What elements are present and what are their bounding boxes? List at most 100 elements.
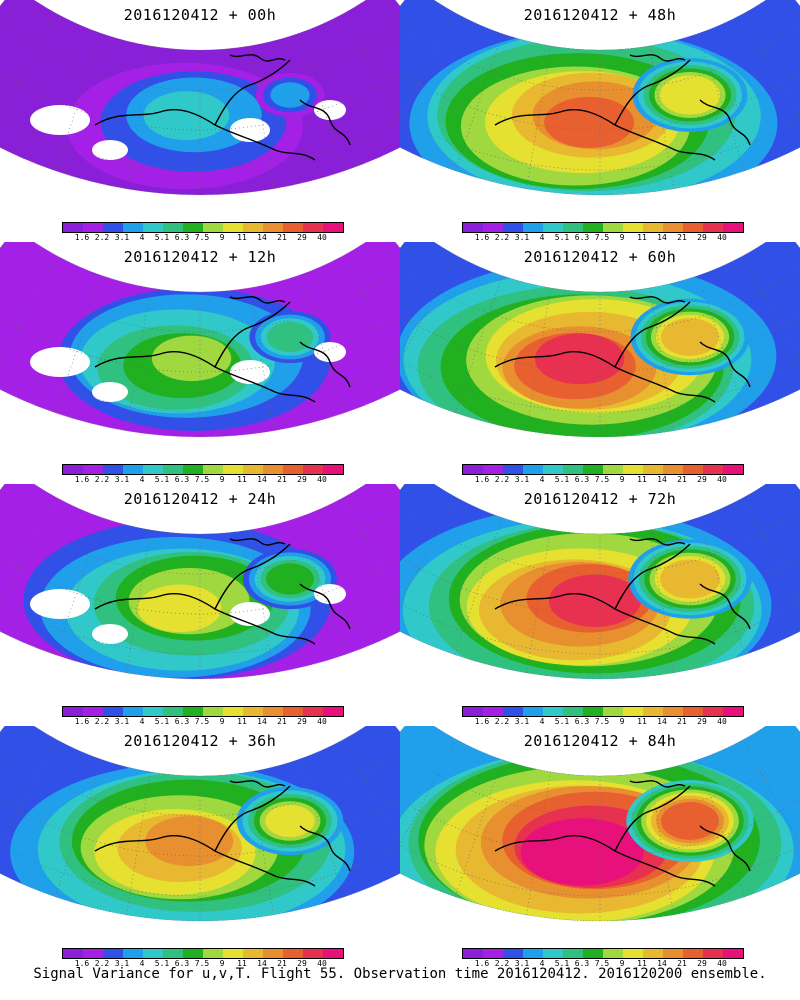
colorbar-swatch <box>523 465 543 474</box>
colorbar-tick-label: 21 <box>677 959 687 968</box>
colorbar-tick-label: 2.2 <box>94 475 110 484</box>
colorbar-ticks: 1.6 2.2 3.1 4 5.1 6.3 7.5 9 11 14 21 29 40 <box>62 475 362 485</box>
colorbar-tick-label: 4 <box>539 233 545 242</box>
colorbar-tick-label: 7.5 <box>594 475 610 484</box>
colorbar-tick-label: 3.1 <box>114 233 130 242</box>
map-panel: 2016120412 + 48h 1.6 2.2 3.1 4 5.1 6.3 7.5 9 11 14… <box>400 0 800 245</box>
colorbar-swatch <box>723 949 743 958</box>
colorbar-tick-label: 29 <box>697 959 707 968</box>
colorbar-swatch <box>143 465 163 474</box>
colorbar-swatch <box>543 223 563 232</box>
colorbar-swatch <box>163 949 183 958</box>
map-panel: 2016120412 + 60h 1.6 2.2 3.1 4 5.1 6.3 7.5 9 11 14… <box>400 242 800 487</box>
colorbar-swatch <box>603 223 623 232</box>
colorbar-tick-label: 6.3 <box>174 717 190 726</box>
colorbar-swatch <box>523 707 543 716</box>
colorbar-tick-label: 6.3 <box>574 717 590 726</box>
colorbar-swatch <box>283 465 303 474</box>
colorbar <box>62 706 344 717</box>
colorbar-swatch <box>183 223 203 232</box>
colorbar-tick-label: 5.1 <box>554 475 570 484</box>
map-panel: 2016120412 + 12h 1.6 2.2 3.1 4 5.1 6.3 7.5 9 11 14… <box>0 242 400 487</box>
colorbar-swatch <box>203 223 223 232</box>
colorbar-ticks: 1.6 2.2 3.1 4 5.1 6.3 7.5 9 11 14 21 29 40 <box>462 959 762 969</box>
colorbar-swatch <box>503 949 523 958</box>
colorbar-tick-label: 3.1 <box>514 475 530 484</box>
colorbar-tick-label: 40 <box>317 717 327 726</box>
colorbar-tick-label: 1.6 <box>474 233 490 242</box>
colorbar-tick-label: 5.1 <box>154 233 170 242</box>
colorbar-tick-label: 6.3 <box>574 959 590 968</box>
colorbar-tick-label: 1.6 <box>474 475 490 484</box>
colorbar-swatch <box>463 949 483 958</box>
colorbar-swatch <box>143 223 163 232</box>
variance-map <box>400 0 800 196</box>
colorbar-swatch <box>703 223 723 232</box>
colorbar-tick-label: 4 <box>139 717 145 726</box>
colorbar-swatch <box>63 223 83 232</box>
colorbar-swatch <box>123 465 143 474</box>
colorbar-tick-label: 2.2 <box>94 717 110 726</box>
colorbar-swatch <box>563 949 583 958</box>
colorbar-swatch <box>263 465 283 474</box>
colorbar <box>462 706 744 717</box>
map-panel: 2016120412 + 24h 1.6 2.2 3.1 4 5.1 6.3 7.5 9 11 14… <box>0 484 400 729</box>
colorbar-swatch <box>183 949 203 958</box>
variance-map <box>0 726 400 922</box>
colorbar-swatch <box>623 949 643 958</box>
colorbar-swatch <box>703 949 723 958</box>
colorbar-swatch <box>483 949 503 958</box>
colorbar-tick-label: 9 <box>619 475 625 484</box>
colorbar-swatch <box>583 223 603 232</box>
colorbar-swatch <box>543 707 563 716</box>
colorbar-tick-label: 6.3 <box>174 475 190 484</box>
colorbar-tick-label: 21 <box>677 233 687 242</box>
colorbar-swatch <box>663 465 683 474</box>
colorbar-tick-label: 9 <box>219 233 225 242</box>
colorbar-tick-label: 3.1 <box>114 959 130 968</box>
colorbar-swatch <box>203 707 223 716</box>
colorbar-tick-label: 40 <box>717 233 727 242</box>
colorbar-swatch <box>483 465 503 474</box>
colorbar-swatch <box>63 707 83 716</box>
colorbar-tick-label: 7.5 <box>194 717 210 726</box>
colorbar-tick-label: 14 <box>257 959 267 968</box>
colorbar-tick-label: 6.3 <box>174 959 190 968</box>
colorbar-tick-label: 3.1 <box>514 959 530 968</box>
colorbar-tick-label: 2.2 <box>494 717 510 726</box>
colorbar-swatch <box>143 949 163 958</box>
colorbar-swatch <box>323 707 343 716</box>
colorbar-tick-label: 21 <box>277 959 287 968</box>
colorbar-swatch <box>163 465 183 474</box>
colorbar-tick-label: 2.2 <box>94 233 110 242</box>
colorbar-swatch <box>523 223 543 232</box>
colorbar-tick-label: 29 <box>697 475 707 484</box>
variance-map <box>0 242 400 438</box>
colorbar-swatch <box>303 223 323 232</box>
colorbar-swatch <box>703 707 723 716</box>
colorbar-tick-label: 11 <box>637 959 647 968</box>
colorbar-tick-label: 14 <box>657 959 667 968</box>
colorbar-tick-label: 29 <box>697 233 707 242</box>
colorbar-tick-label: 5.1 <box>154 959 170 968</box>
colorbar-tick-label: 29 <box>297 959 307 968</box>
colorbar-tick-label: 11 <box>637 233 647 242</box>
colorbar-tick-label: 11 <box>637 717 647 726</box>
colorbar-swatch <box>663 949 683 958</box>
colorbar-swatch <box>663 707 683 716</box>
colorbar-tick-label: 9 <box>219 959 225 968</box>
colorbar-swatch <box>563 707 583 716</box>
colorbar-swatch <box>183 707 203 716</box>
colorbar-swatch <box>683 465 703 474</box>
colorbar-swatch <box>643 465 663 474</box>
colorbar-tick-label: 5.1 <box>554 233 570 242</box>
colorbar-swatch <box>123 223 143 232</box>
colorbar-swatch <box>283 707 303 716</box>
map-panel: 2016120412 + 84h 1.6 2.2 3.1 4 5.1 6.3 7.5 9 11 14… <box>400 726 800 971</box>
colorbar-swatch <box>283 223 303 232</box>
colorbar-tick-label: 29 <box>297 475 307 484</box>
colorbar-tick-label: 9 <box>619 233 625 242</box>
colorbar-tick-label: 40 <box>317 475 327 484</box>
colorbar-swatch <box>103 949 123 958</box>
colorbar-swatch <box>183 465 203 474</box>
